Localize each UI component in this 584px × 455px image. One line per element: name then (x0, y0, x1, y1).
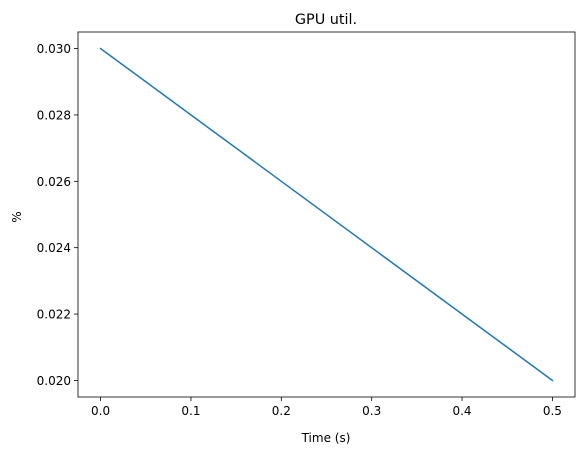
plot-area: 0.0 0.1 0.2 0.3 0.4 0.5 0.0200.0220.0240.0260… (37, 31, 576, 418)
series-line-0 (99, 47, 554, 382)
x-axis-ticks: 0.0 0.1 0.2 0.3 0.4 0.5 (91, 397, 562, 418)
y-axis-ticks: 0.020 0.022 0.024 0.026 0.028 0.030 (37, 42, 78, 388)
x-axis-label: Time (s) (301, 431, 351, 445)
x-tick-label: 0.2 (272, 404, 291, 418)
series-layer (99, 47, 554, 382)
x-tick-label: 0.5 (543, 404, 562, 418)
x-tick-label: 0.4 (452, 404, 471, 418)
y-axis-label: % (10, 211, 24, 222)
y-tick-label: 0.030 (37, 42, 71, 56)
chart-title: GPU util. (295, 12, 357, 28)
x-tick-label: 0.1 (181, 404, 200, 418)
y-tick-label: 0.022 (37, 308, 71, 322)
y-tick-label: 0.028 (37, 108, 71, 122)
y-tick-label: 0.026 (37, 175, 71, 189)
x-tick-label: 0.3 (362, 404, 381, 418)
y-tick-label: 0.024 (37, 241, 71, 255)
y-tick-label: 0.020 (37, 374, 71, 388)
x-tick-label: 0.0 (91, 404, 110, 418)
axes-frame (77, 31, 576, 398)
